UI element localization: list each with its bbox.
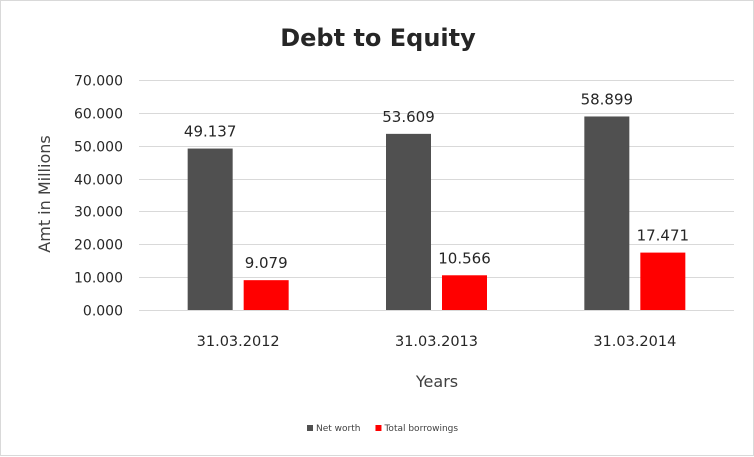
legend-label: Total borrowings (383, 424, 458, 434)
data-label: 49.137 (184, 123, 237, 141)
bar (243, 280, 289, 310)
x-category-label: 31.03.2013 (395, 334, 478, 350)
x-category-label: 31.03.2012 (197, 334, 280, 350)
bar (442, 275, 487, 310)
legend-swatch (307, 425, 313, 431)
chart-title: Debt to Equity (280, 24, 476, 52)
data-label: 58.899 (581, 90, 634, 108)
x-axis-label: Years (415, 372, 458, 391)
x-category-label: 31.03.2014 (593, 334, 676, 350)
legend-swatch (375, 425, 382, 431)
x-axis-categories: 31.03.2012 31.03.2013 31.03.2014 (197, 334, 677, 350)
data-labels: 49.137 9.079 53.609 10.566 58.899 17.471 (184, 90, 689, 272)
y-axis-ticks: 0.000 10.000 20.000 30.000 40.000 50.000 60.00… (74, 74, 123, 320)
gridlines (139, 80, 734, 311)
y-tick-label: 50.000 (74, 140, 123, 156)
y-tick-label: 40.000 (74, 173, 123, 189)
data-label: 10.566 (438, 249, 491, 267)
y-tick-label: 10.000 (74, 271, 123, 287)
data-label: 53.609 (382, 108, 435, 126)
y-tick-label: 70.000 (74, 74, 123, 90)
legend-label: Net worth (316, 424, 360, 434)
y-tick-label: 30.000 (74, 205, 123, 221)
bar (640, 252, 686, 310)
bar (584, 116, 630, 310)
data-label: 17.471 (637, 227, 690, 245)
y-tick-label: 20.000 (74, 238, 123, 254)
bar (386, 133, 431, 310)
y-tick-label: 0.000 (83, 304, 123, 320)
y-tick-label: 60.000 (74, 107, 123, 123)
bars (187, 116, 686, 310)
bar (187, 148, 233, 310)
y-axis-label: Amt in Millions (35, 135, 54, 252)
data-label: 9.079 (245, 254, 288, 272)
legend: Net worth Total borrowings (307, 424, 458, 434)
